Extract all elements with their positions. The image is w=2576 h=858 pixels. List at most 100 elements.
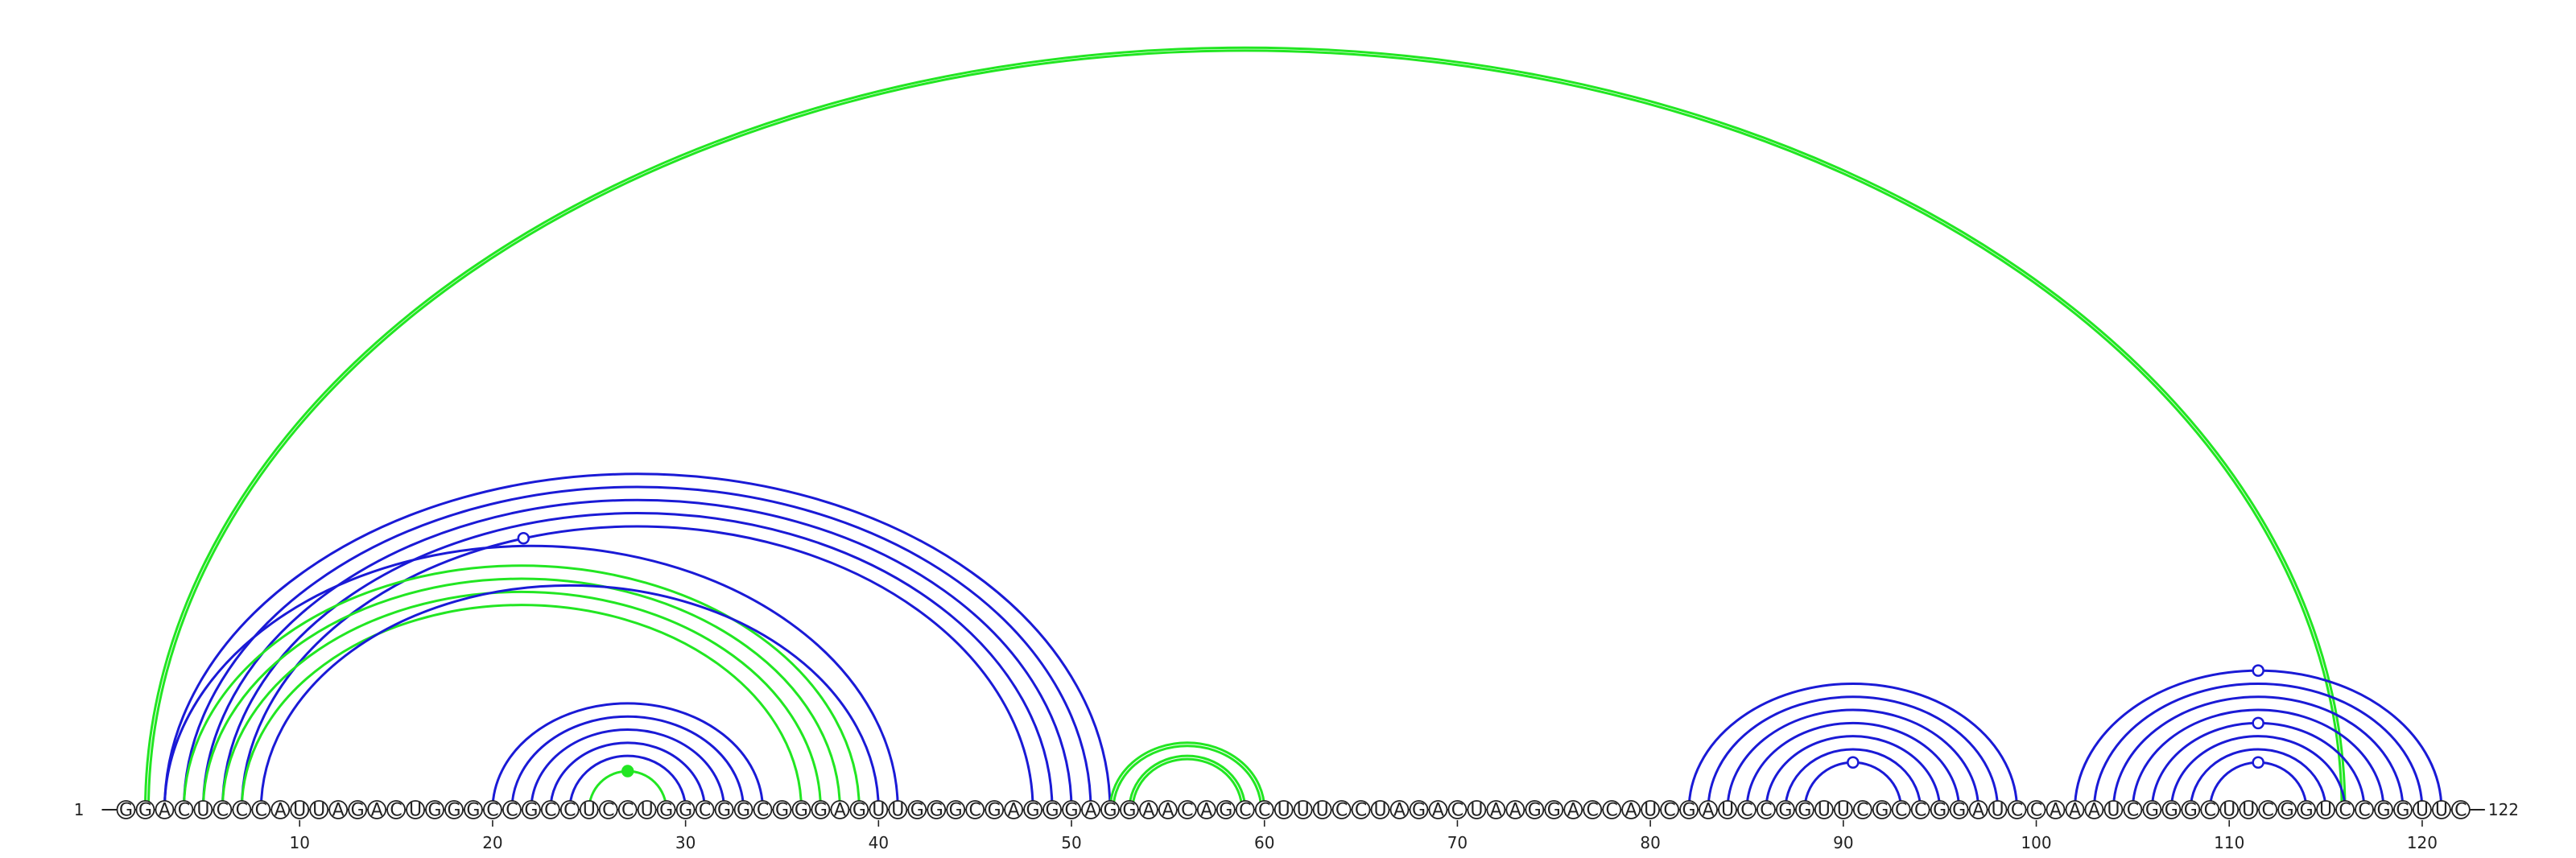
svg-text:C: C [255, 801, 267, 821]
base-pair-arc-3-52 [163, 472, 1112, 811]
nucleotide-7: C [232, 800, 252, 821]
base-pair-arc-4-39 [182, 564, 861, 811]
svg-text:G: G [775, 801, 789, 821]
nucleotide-103: A [2084, 800, 2104, 821]
svg-text:A: A [1162, 801, 1174, 821]
svg-text:A: A [2069, 801, 2081, 821]
nucleotide-46: G [985, 800, 1005, 821]
base-pair-arc-23-31 [549, 741, 707, 811]
nucleotide-114: G [2297, 800, 2317, 821]
svg-text:A: A [1567, 801, 1579, 821]
svg-text:C: C [1239, 801, 1251, 821]
svg-text:C: C [1895, 801, 1907, 821]
svg-text:G: G [351, 801, 365, 821]
nucleotide-116: C [2335, 800, 2355, 821]
svg-text:C: C [1606, 801, 1618, 821]
svg-text:G: G [2281, 801, 2294, 821]
nucleotide-109: C [2200, 800, 2220, 821]
nucleotide-81: C [1660, 800, 1680, 821]
nucleotide-13: G [348, 800, 368, 821]
base-pair-arc-5-50 [201, 498, 1073, 811]
svg-text:C: C [544, 801, 556, 821]
svg-text:C: C [757, 801, 769, 821]
svg-text:C: C [968, 801, 980, 821]
nucleotide-26: C [598, 800, 618, 821]
svg-text:C: C [178, 801, 190, 821]
nucleotide-49: G [1042, 800, 1062, 821]
base-pair-arc-107-116 [2169, 735, 2347, 811]
nucleotide-117: C [2355, 800, 2374, 821]
base-pair-arc-53-59 [1128, 754, 1247, 811]
nucleotide-36: G [791, 800, 811, 821]
base-pair-arc-22-32 [530, 728, 726, 811]
svg-text:U: U [196, 801, 209, 821]
nucleotide-94: C [1910, 800, 1930, 821]
svg-text:C: C [217, 801, 229, 821]
nucleotide-28: U [637, 800, 657, 821]
nucleotide-80: U [1641, 800, 1661, 821]
nucleotide-65: C [1351, 800, 1371, 821]
svg-text:C: C [1181, 801, 1193, 821]
nucleotide-4: C [174, 800, 194, 821]
svg-text:G: G [447, 801, 460, 821]
nucleotide-113: G [2277, 800, 2297, 821]
nucleotide-70: C [1447, 800, 1468, 821]
svg-text:G: G [949, 801, 963, 821]
nucleotide-88: G [1794, 800, 1814, 821]
base-pair-arc-8-40 [259, 584, 880, 811]
svg-text:G: G [1103, 801, 1117, 821]
nucleotide-97: A [1968, 800, 1988, 821]
nucleotide-29: G [656, 800, 676, 821]
svg-text:G: G [1528, 801, 1542, 821]
svg-text:U: U [1278, 801, 1290, 821]
svg-text:U: U [2435, 801, 2448, 821]
nucleotide-15: C [386, 800, 406, 821]
tick-label-120: 120 [2407, 833, 2438, 852]
nucleotide-20: C [483, 800, 502, 821]
svg-text:U: U [2107, 801, 2120, 821]
nucleotide-75: G [1544, 800, 1564, 821]
nucleotide-91: C [1852, 800, 1872, 821]
nucleotide-21: C [502, 800, 522, 821]
nucleotide-119: G [2393, 800, 2413, 821]
nucleotide-72: A [1486, 800, 1506, 821]
nucleotide-2: G [135, 800, 155, 821]
svg-text:C: C [486, 801, 498, 821]
nucleotide-122: C [2450, 800, 2471, 821]
base-pair-arc-87-94 [1784, 748, 1922, 811]
svg-text:G: G [427, 801, 441, 821]
svg-text:U: U [1721, 801, 1734, 821]
svg-text:A: A [834, 801, 846, 821]
tick-label-10: 10 [290, 833, 310, 852]
nucleotide-68: G [1409, 800, 1429, 821]
nucleotide-40: U [869, 800, 889, 821]
nucleotide-98: U [1988, 800, 2008, 821]
svg-text:U: U [1992, 801, 2004, 821]
svg-text:C: C [2454, 801, 2467, 821]
base-pair-arc-21-33 [510, 715, 745, 811]
nucleotide-32: G [714, 800, 734, 821]
svg-text:G: G [1798, 801, 1811, 821]
svg-text:G: G [679, 801, 692, 821]
tick-label-50: 50 [1061, 833, 1081, 852]
nucleotide-90: U [1833, 800, 1853, 821]
svg-text:G: G [1547, 801, 1561, 821]
base-pair-arc-inner-2-116 [147, 49, 2343, 811]
svg-text:A: A [1972, 801, 1984, 821]
svg-text:A: A [1432, 801, 1444, 821]
svg-text:C: C [602, 801, 614, 821]
svg-text:U: U [1316, 801, 1329, 821]
svg-text:A: A [1625, 801, 1637, 821]
svg-text:C: C [1914, 801, 1926, 821]
arc-layer [143, 46, 2443, 811]
svg-text:C: C [699, 801, 711, 821]
arc-marker [2252, 716, 2264, 730]
nucleotide-89: U [1814, 800, 1834, 821]
svg-text:U: U [409, 801, 422, 821]
base-pair-arc-inner-53-59 [1131, 757, 1244, 811]
nucleotide-69: A [1428, 800, 1448, 821]
svg-text:A: A [1490, 801, 1502, 821]
base-pair-arc-103-120 [2092, 682, 2424, 811]
